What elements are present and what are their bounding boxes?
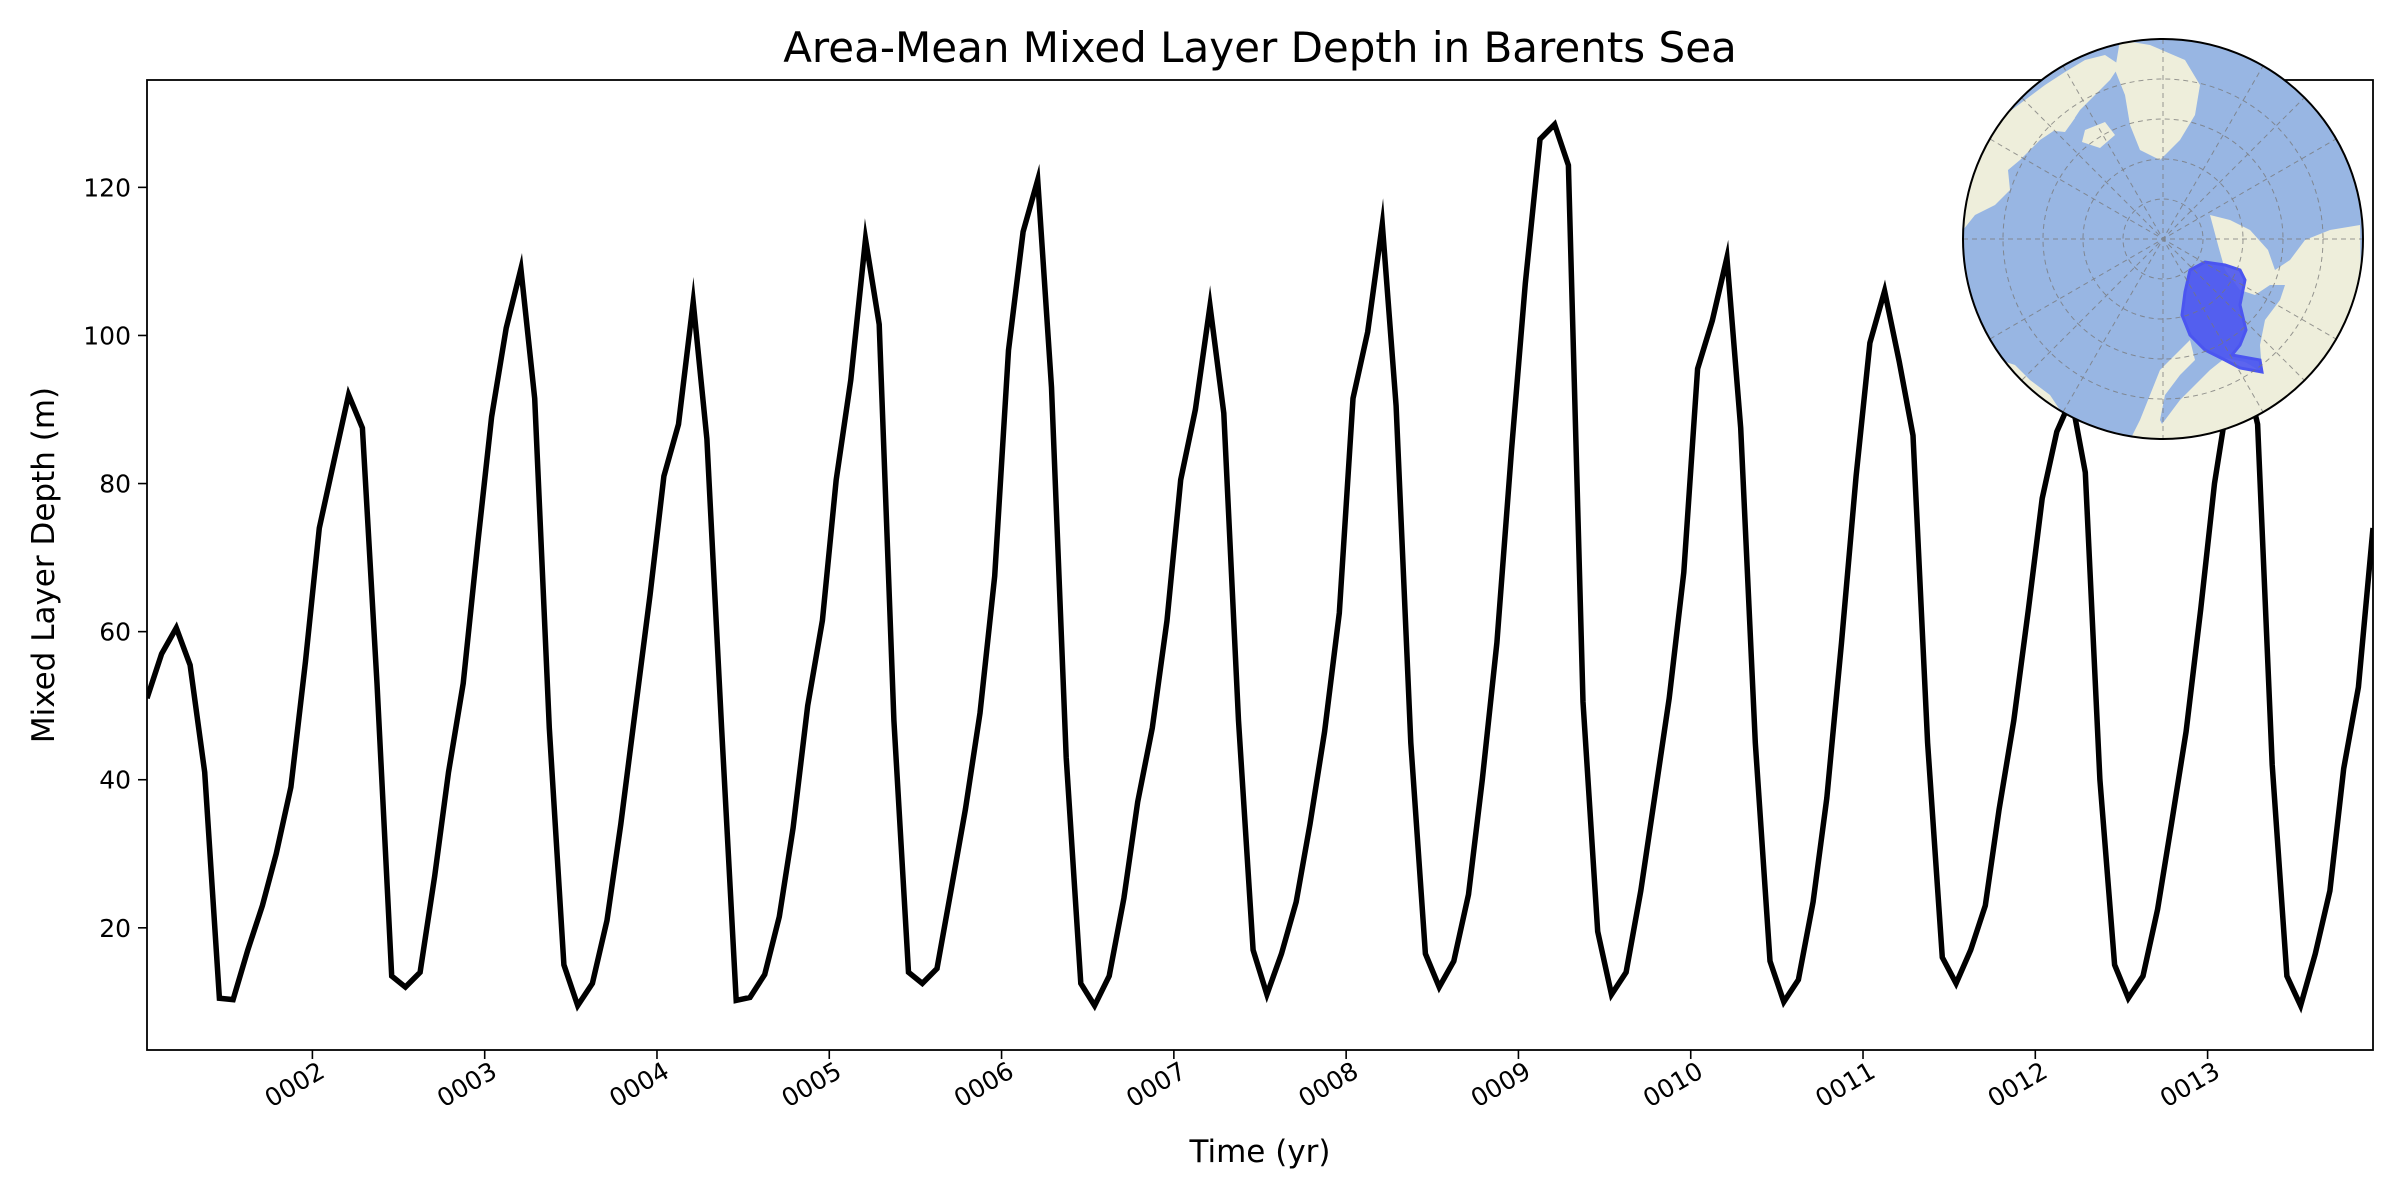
x-axis: 0002 0003 0004 0005 0006 0007 0008 0009 0010 0011… — [260, 1050, 2225, 1113]
x-tick-label: 0003 — [432, 1056, 502, 1113]
plot-frame — [146, 79, 2374, 1051]
x-tick-label: 0009 — [1466, 1056, 1536, 1113]
map-graticule — [1963, 39, 2363, 439]
x-tick-label: 0010 — [1638, 1056, 1708, 1113]
x-tick-label: 0012 — [1983, 1056, 2053, 1113]
x-tick-label: 0004 — [604, 1056, 674, 1113]
y-tick-label: 100 — [83, 321, 131, 350]
x-tick-label: 0011 — [1810, 1056, 1880, 1113]
y-tick-label: 80 — [99, 470, 131, 499]
y-tick-label: 60 — [99, 618, 131, 647]
map-landmass-north-america — [1963, 55, 2120, 230]
x-tick-label: 0007 — [1121, 1056, 1191, 1113]
y-tick-label: 120 — [83, 173, 131, 202]
y-axis-label: Mixed Layer Depth (m) — [26, 387, 62, 743]
x-tick-label: 0002 — [260, 1056, 330, 1113]
map-border — [1962, 38, 2364, 440]
x-axis-label: Time (yr) — [1189, 1134, 1331, 1170]
inset-map — [1962, 38, 2364, 440]
y-tick-label: 40 — [99, 766, 131, 795]
x-tick-label: 0013 — [2155, 1056, 2225, 1113]
y-axis: 20 40 60 80 100 120 — [83, 173, 147, 943]
x-tick-label: 0005 — [777, 1056, 847, 1113]
x-tick-label: 0008 — [1294, 1056, 1364, 1113]
y-tick-label: 20 — [99, 914, 131, 943]
x-tick-label: 0006 — [949, 1056, 1019, 1113]
chart-title: Area-Mean Mixed Layer Depth in Barents S… — [783, 23, 1737, 72]
map-landmass-arctic-islands — [2030, 55, 2115, 148]
map-landmass-greenland — [2115, 40, 2200, 160]
series-line — [147, 119, 2373, 1014]
